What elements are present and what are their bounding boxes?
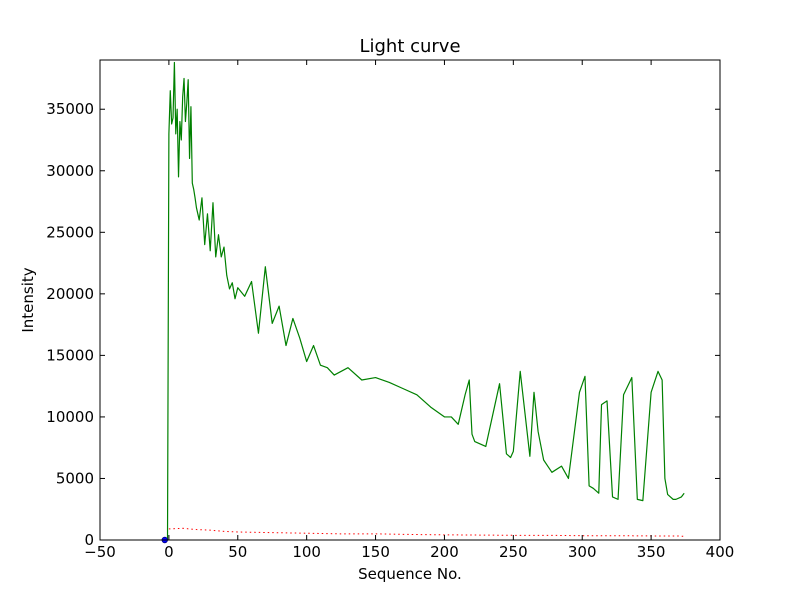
background-series-line [168, 527, 685, 537]
x-tick-label: 250 [499, 543, 528, 561]
x-tick-label: 100 [292, 543, 321, 561]
x-tick-label: 150 [361, 543, 390, 561]
y-tick-label: 0 [84, 531, 94, 549]
x-tick-label: 200 [430, 543, 459, 561]
x-tick-label: 400 [706, 543, 735, 561]
y-tick-label: 25000 [46, 223, 94, 241]
plot-frame [99, 59, 721, 541]
x-tick-label: 300 [568, 543, 597, 561]
y-tick-label: 30000 [46, 162, 94, 180]
y-tick-label: 10000 [46, 408, 94, 426]
plot-area: −50 0 50 100 150 200 250 300 350 4000500010000150… [46, 59, 735, 561]
y-tick-label: 35000 [46, 100, 94, 118]
intensity-series-line [166, 61, 685, 540]
x-tick-label: −50 [84, 543, 116, 561]
x-tick-label: 0 [164, 543, 174, 561]
y-axis-title: Intensity [19, 267, 37, 332]
x-tick-label: 50 [228, 543, 247, 561]
y-tick-label: 20000 [46, 285, 94, 303]
x-axis-title: Sequence No. [358, 565, 462, 583]
y-tick-label: 5000 [56, 469, 94, 487]
y-tick-label: 15000 [46, 346, 94, 364]
chart-title: Light curve [359, 36, 460, 57]
x-tick-label: 350 [637, 543, 666, 561]
